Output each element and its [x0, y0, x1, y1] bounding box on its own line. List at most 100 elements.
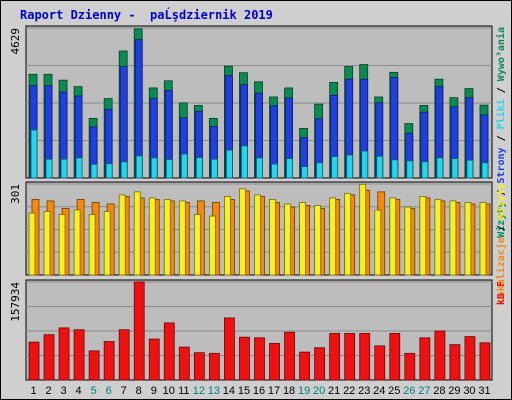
bar-files-day-10 — [165, 159, 173, 179]
bar-kb-day-5 — [88, 350, 100, 381]
legend-part-locations-visits-0: Lokalizacje — [495, 237, 507, 303]
legend-locations-visits: Lokalizacje / Wizyty — [495, 183, 507, 303]
bar-visits2-day-13 — [208, 215, 216, 276]
bar-files-day-3 — [60, 158, 68, 179]
legend-part-visits-pages-files-1: / — [496, 184, 507, 202]
day-label-4: 4 — [76, 385, 82, 397]
day-label-5: 5 — [91, 385, 97, 397]
bar-files-day-4 — [75, 157, 83, 179]
bar-files-day-28 — [436, 157, 444, 179]
bar-kb-day-25 — [389, 333, 401, 381]
bar-kb-day-6 — [103, 341, 115, 381]
bar-visits-peak-day-30 — [464, 202, 472, 276]
bar-kb-day-31 — [479, 342, 491, 381]
bar-files-day-12 — [195, 157, 203, 179]
bar-kb-day-22 — [344, 333, 356, 381]
bar-files-day-27 — [421, 161, 429, 179]
bar-kb-day-1 — [28, 341, 40, 381]
bar-files-day-7 — [120, 161, 128, 179]
day-label-15: 15 — [238, 385, 250, 397]
day-label-1: 1 — [30, 385, 36, 397]
bar-files-day-24 — [376, 155, 384, 179]
legend-part-locations-visits-2: Wizyty — [495, 183, 507, 219]
bar-visits-peak-day-25 — [389, 197, 397, 276]
bar-kb-day-28 — [434, 330, 446, 381]
legend-part-visits-pages-files-3: / — [496, 129, 507, 147]
bar-visits-peak-day-20 — [314, 205, 322, 276]
bar-files-day-15 — [241, 145, 248, 179]
day-label-24: 24 — [373, 385, 385, 397]
day-label-12: 12 — [193, 385, 205, 397]
day-label-18: 18 — [283, 385, 295, 397]
bar-visits-peak-day-17 — [269, 199, 276, 276]
legend-part-visits-pages-files-2: Strony — [496, 147, 507, 183]
day-label-31: 31 — [478, 385, 490, 397]
bar-files-day-1 — [30, 129, 38, 179]
page-title: Raport Dzienny - paĹşdziernik 2019 — [20, 8, 273, 22]
bar-kb-day-8 — [133, 281, 145, 381]
day-label-6: 6 — [106, 385, 112, 397]
bar-files-day-18 — [286, 158, 293, 179]
bar-kb-day-14 — [224, 317, 235, 381]
day-label-28: 28 — [433, 385, 445, 397]
bar-files-day-17 — [271, 163, 278, 179]
bar-files-day-5 — [90, 163, 98, 179]
legend-part-visits-pages-files-4: Pliki — [495, 99, 507, 129]
ymax-label-locations-visits: 301 — [9, 184, 22, 204]
bar-kb-day-18 — [284, 331, 295, 381]
bar-visits-peak-day-22 — [344, 192, 352, 276]
day-label-19: 19 — [298, 385, 310, 397]
bar-visits-peak-day-27 — [419, 195, 427, 276]
bar-visits2-day-24 — [374, 209, 382, 276]
bar-visits-peak-day-14 — [224, 195, 231, 276]
bar-visits-peak-day-26 — [404, 206, 412, 276]
bar-kb-day-12 — [193, 352, 205, 381]
bar-files-day-30 — [466, 159, 474, 179]
bar-files-day-14 — [226, 149, 233, 179]
day-label-17: 17 — [268, 385, 280, 397]
bar-pages-day-7 — [119, 66, 128, 179]
bar-visits-peak-day-11 — [178, 200, 186, 276]
day-label-29: 29 — [448, 385, 460, 397]
bar-kb-day-3 — [58, 327, 70, 381]
bar-kb-day-13 — [208, 352, 220, 381]
day-label-20: 20 — [313, 385, 325, 397]
bar-visits-peak-day-31 — [479, 202, 487, 276]
bar-visits2-day-12 — [193, 214, 201, 276]
bar-files-day-16 — [256, 157, 263, 179]
bar-visits2-day-6 — [103, 211, 111, 276]
bar-files-day-11 — [180, 153, 188, 179]
bar-kb-day-9 — [148, 338, 160, 381]
bar-kb-day-19 — [299, 351, 310, 381]
bar-visits-peak-day-9 — [148, 197, 156, 276]
bar-kb-day-21 — [329, 333, 341, 381]
bar-files-day-8 — [135, 155, 143, 179]
bar-kb-day-15 — [239, 336, 250, 381]
bar-visits-peak-day-18 — [284, 203, 291, 276]
bar-kb-day-7 — [118, 329, 130, 381]
bar-files-day-22 — [346, 154, 354, 179]
bar-files-day-25 — [391, 159, 399, 179]
day-label-11: 11 — [178, 385, 189, 397]
bar-kb-day-30 — [464, 336, 476, 381]
bar-kb-day-26 — [404, 352, 416, 381]
bar-visits2-day-5 — [88, 214, 96, 276]
day-label-30: 30 — [463, 385, 475, 397]
bar-visits-peak-day-15 — [239, 188, 246, 276]
day-label-25: 25 — [388, 385, 400, 397]
day-label-23: 23 — [358, 385, 370, 397]
legend-kilobytes: kB F — [496, 281, 507, 305]
bar-kb-day-24 — [374, 345, 386, 381]
bar-kb-day-2 — [43, 334, 55, 381]
bar-kb-day-29 — [449, 344, 461, 381]
bar-visits2-day-4 — [73, 209, 81, 276]
ymax-label-visits-pages-files: 4629 — [9, 28, 22, 55]
day-label-8: 8 — [136, 385, 142, 397]
bar-files-day-2 — [45, 158, 53, 179]
ymax-label-kilobytes: 157934 — [9, 282, 22, 322]
day-label-22: 22 — [343, 385, 355, 397]
day-label-9: 9 — [151, 385, 157, 397]
bar-visits-peak-day-23 — [359, 183, 367, 276]
bar-visits-peak-day-29 — [449, 200, 457, 276]
